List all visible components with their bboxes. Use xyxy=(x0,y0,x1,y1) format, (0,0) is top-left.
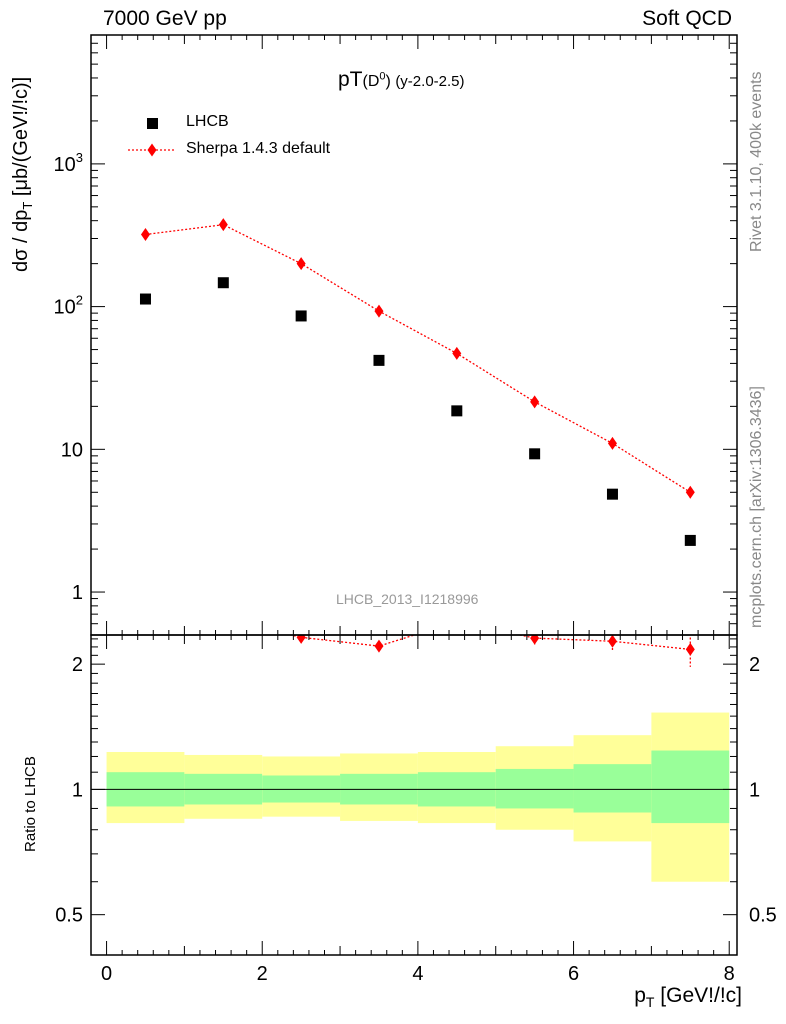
ratio-ytick-label-right-1: 1 xyxy=(749,779,760,801)
xtick-label-3: 6 xyxy=(568,963,579,985)
inner-band-7 xyxy=(651,750,730,824)
xtick-label-0: 0 xyxy=(101,963,112,985)
ratio-ytick-label-left-0: 0.5 xyxy=(55,905,83,927)
ratio-y-axis-label: Ratio to LHCB xyxy=(22,756,39,852)
main-y-axis-label: dσ / dpT [μb/(GeV!/!c)] xyxy=(10,76,35,272)
lhcb-point-7 xyxy=(684,534,696,546)
ratio-ytick-label-left-1: 1 xyxy=(72,779,83,801)
sherpa-point-7 xyxy=(685,485,695,499)
xtick-label-1: 2 xyxy=(257,963,268,985)
ratio-sherpa-point-7 xyxy=(685,642,695,656)
sherpa-point-2 xyxy=(296,257,306,271)
inner-band-5 xyxy=(495,768,574,809)
ratio-sherpa-point-2 xyxy=(296,635,306,644)
ratio-sherpa-point-6 xyxy=(607,635,617,648)
lhcb-point-5 xyxy=(529,448,541,460)
ratio-sherpa-point-1 xyxy=(219,614,228,627)
inner-band-6 xyxy=(573,764,652,813)
ratio-sherpa-point-4 xyxy=(452,615,461,628)
main-ytick-label-1: 10 xyxy=(61,439,83,461)
sherpa-point-0 xyxy=(140,228,150,242)
xtick-label-4: 8 xyxy=(724,963,735,985)
sherpa-point-5 xyxy=(530,395,540,409)
lhcb-point-4 xyxy=(451,405,463,417)
legend-label-lhcb: LHCB xyxy=(186,113,229,130)
ratio-ytick-label-left-2: 2 xyxy=(72,654,83,676)
lhcb-point-0 xyxy=(139,293,151,305)
sherpa-point-6 xyxy=(607,436,617,450)
legend-marker-sherpa xyxy=(147,143,157,157)
sherpa-point-4 xyxy=(452,346,462,360)
ratio-ytick-label-right-0: 0.5 xyxy=(749,905,777,927)
lhcb-point-6 xyxy=(606,488,618,500)
lhcb-point-1 xyxy=(217,277,229,289)
ratio-plot-series xyxy=(141,595,695,667)
analysis-label: LHCB_2013_I1218996 xyxy=(336,591,479,607)
ratio-plot-frame xyxy=(90,634,738,956)
mcplots-label: mcplots.cern.ch [arXiv:1306.3436] xyxy=(748,386,765,628)
main-plot-series xyxy=(139,218,696,546)
legend-marker-lhcb xyxy=(147,118,158,129)
legend-label-sherpa: Sherpa 1.4.3 default xyxy=(186,140,331,157)
x-axis-label: pT [GeV!/!c] xyxy=(634,984,742,1011)
sherpa-line xyxy=(145,224,691,493)
plot-frames xyxy=(90,34,738,956)
xtick-label-2: 4 xyxy=(412,963,423,985)
legend-symbols xyxy=(128,118,176,157)
main-ytick-label-3: 103 xyxy=(54,150,83,176)
sherpa-point-1 xyxy=(218,218,228,232)
lhcb-point-2 xyxy=(295,310,307,322)
main-ytick-label-0: 1 xyxy=(72,582,83,604)
ratio-sherpa-point-0 xyxy=(141,595,150,608)
ratio-ytick-label-right-2: 2 xyxy=(749,654,760,676)
plot-title: pT(D0) (y-2.0-2.5) xyxy=(338,68,465,91)
header-right-label: Soft QCD xyxy=(642,7,732,30)
ratio-uncertainty-bands xyxy=(106,712,730,882)
lhcb-point-3 xyxy=(373,354,385,366)
axis-ticks xyxy=(91,34,737,956)
header-left-label: 7000 GeV pp xyxy=(103,7,227,30)
ratio-sherpa-line xyxy=(287,635,691,651)
sherpa-point-3 xyxy=(374,304,384,318)
main-ytick-label-2: 102 xyxy=(54,293,83,319)
ratio-sherpa-point-3 xyxy=(374,639,384,653)
ratio-sherpa-point-5 xyxy=(530,635,540,645)
rivet-version-label: Rivet 3.1.10, 400k events xyxy=(748,71,765,252)
